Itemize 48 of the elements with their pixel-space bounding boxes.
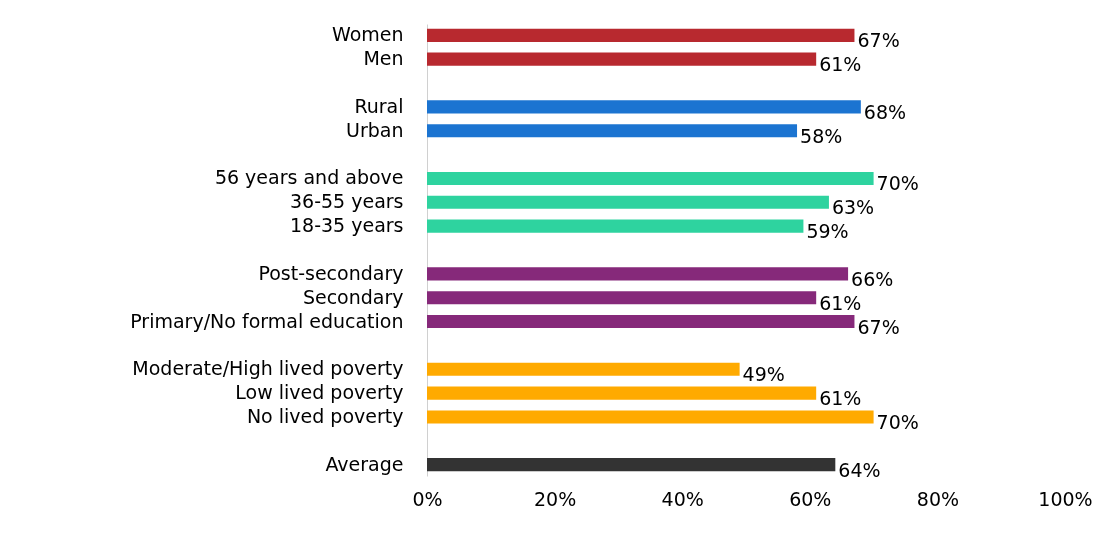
x-tick-label: 80%: [916, 487, 960, 510]
data-label: 58%: [800, 124, 843, 147]
data-label: 63%: [831, 196, 875, 219]
data-label: 61%: [819, 291, 862, 314]
y-tick-label: Rural: [354, 94, 404, 117]
data-label: 66%: [851, 267, 894, 290]
y-tick-label: Men: [363, 47, 404, 70]
bar: [427, 315, 855, 329]
bar: [427, 124, 798, 138]
data-label: 70%: [876, 172, 919, 195]
x-tick-label: 20%: [533, 487, 577, 510]
x-tick-label: 0%: [412, 487, 443, 510]
bar: [427, 410, 874, 424]
y-tick-label: Secondary: [302, 285, 404, 308]
y-tick-label: Urban: [346, 118, 404, 141]
y-tick-label: 56 years and above: [214, 166, 404, 189]
bar: [427, 100, 861, 114]
x-tick-label: 100%: [1038, 487, 1093, 510]
bar: [427, 171, 874, 185]
data-label: 70%: [876, 410, 919, 433]
y-tick-label: Low lived poverty: [235, 381, 404, 404]
data-label: 67%: [857, 29, 900, 52]
bar: [427, 291, 817, 305]
y-tick-label: Primary/No formal education: [130, 309, 404, 332]
y-tick-label: 36-55 years: [289, 190, 404, 213]
y-tick-label: 18-35 years: [289, 214, 404, 237]
bar: [427, 195, 829, 209]
y-tick-label: Women: [331, 23, 404, 46]
bar: [427, 219, 804, 233]
x-tick-label: 40%: [661, 487, 704, 510]
y-tick-label: Moderate/High lived poverty: [132, 357, 404, 380]
data-label: 49%: [742, 363, 785, 386]
bar: [427, 28, 855, 42]
data-label: 61%: [819, 53, 862, 76]
bar: [427, 458, 836, 472]
bar: [427, 52, 817, 66]
data-label: 64%: [838, 458, 881, 481]
y-tick-label: Post-secondary: [258, 261, 404, 284]
y-tick-label: No lived poverty: [246, 404, 404, 427]
bar: [427, 267, 849, 281]
data-label: 61%: [819, 387, 862, 410]
y-tick-label: Average: [325, 452, 404, 475]
data-label: 59%: [806, 220, 849, 243]
bar: [427, 362, 740, 376]
data-label: 67%: [857, 315, 900, 338]
x-tick-label: 60%: [789, 487, 832, 510]
bar: [427, 386, 817, 400]
data-label: 68%: [863, 100, 907, 123]
